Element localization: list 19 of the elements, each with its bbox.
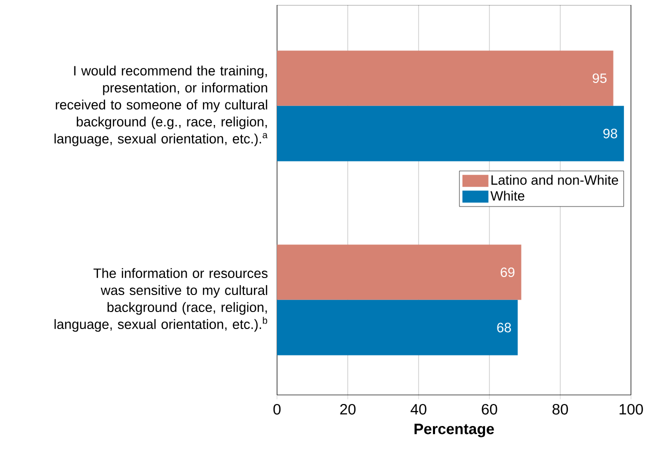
x-tick-label: 40 bbox=[410, 404, 426, 415]
x-tick-label: 0 bbox=[273, 404, 281, 415]
data-label: 95 bbox=[592, 73, 607, 84]
x-tick-label: 60 bbox=[482, 404, 498, 415]
x-tick-label: 20 bbox=[340, 404, 356, 415]
data-label: 98 bbox=[603, 128, 618, 138]
data-label: 69 bbox=[500, 268, 514, 278]
y-tick-label: The information or resources was sensitive to my cultural background (race, religion, language, sexual orientation, etc.).$^{b}$ bbox=[54, 268, 268, 332]
bar bbox=[277, 50, 614, 106]
y-tick-label: I would recommend the training, presentation, or information received to someone of my cultural background (e.g., race, religion, language, sexual orientation, etc.).$^{a}$ bbox=[54, 66, 268, 146]
x-tick-label: 80 bbox=[552, 404, 568, 415]
bar bbox=[277, 244, 522, 300]
legend-label: White bbox=[490, 190, 524, 201]
x-axis-title: Percentage bbox=[414, 424, 494, 438]
data-label: 68 bbox=[497, 322, 511, 332]
bar bbox=[277, 300, 518, 356]
x-tick-label: 100 bbox=[620, 404, 643, 415]
bar bbox=[277, 106, 624, 162]
legend-label: Latino and non-White bbox=[492, 174, 618, 185]
